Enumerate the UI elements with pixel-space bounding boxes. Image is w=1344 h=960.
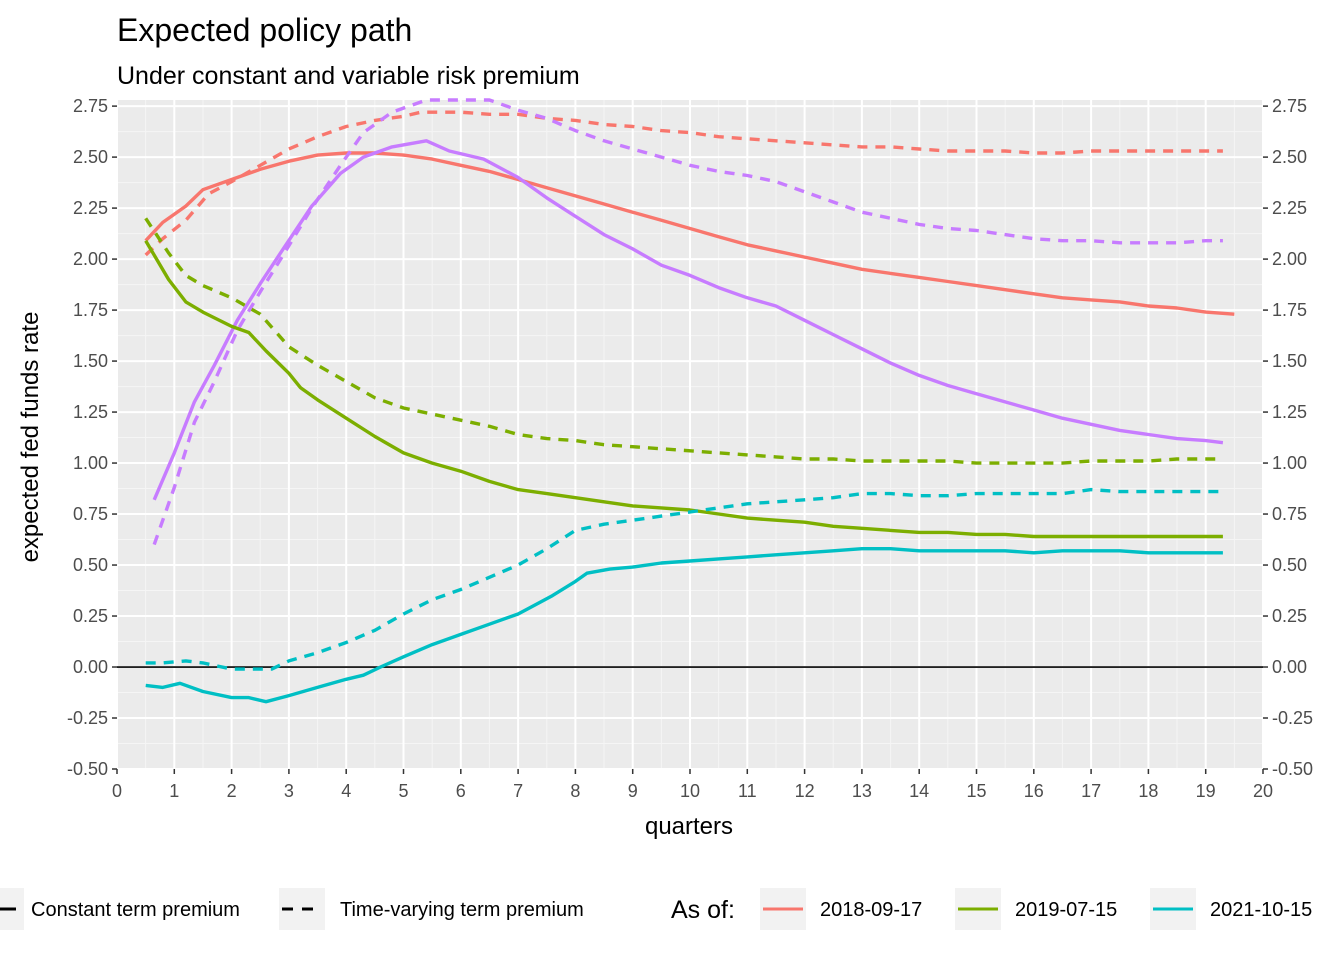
x-tick-label: 10 — [680, 781, 700, 801]
y-tick-label-right: -0.50 — [1272, 759, 1313, 779]
x-tick-label: 1 — [169, 781, 179, 801]
y-tick-label: 1.00 — [73, 453, 108, 473]
x-axis-label: quarters — [645, 813, 733, 840]
legend: Constant term premium Time-varying term … — [0, 888, 1312, 930]
y-tick-label-right: 1.75 — [1272, 300, 1307, 320]
x-tick-label: 11 — [738, 781, 757, 801]
y-tick-label: 1.50 — [73, 351, 108, 371]
series-line-1-constant — [144, 151, 1235, 316]
y-axis-left: -0.50 -0.25 0.00 0.25 0.50 0.75 1.00 1.25 1.50 1.… — [67, 96, 117, 779]
x-tick-label: 20 — [1253, 781, 1273, 801]
y-tick-label: 2.50 — [73, 147, 108, 167]
y-tick-label-right: 0.00 — [1272, 657, 1307, 677]
series-line-8-time-varying — [145, 487, 1223, 671]
legend-title-as-of: As of: — [671, 896, 735, 924]
y-tick-label-right: 1.25 — [1272, 402, 1307, 422]
y-tick-label-right: 2.50 — [1272, 147, 1307, 167]
x-tick-label: 16 — [1024, 781, 1044, 801]
series-line-4-time-varying — [152, 98, 1223, 546]
legend-label-time-varying: Time-varying term premium — [340, 899, 584, 921]
x-tick-label: 5 — [398, 781, 408, 801]
series-layer — [144, 98, 1235, 704]
y-tick-label: 0.50 — [73, 555, 108, 575]
chart-title: Expected policy path — [117, 12, 412, 48]
y-tick-label: -0.50 — [67, 759, 108, 779]
series-line-6-time-varying — [144, 217, 1223, 465]
y-tick-label: 1.75 — [73, 300, 108, 320]
x-tick-label: 3 — [284, 781, 294, 801]
x-tick-label: 7 — [513, 781, 523, 801]
series-line-7-constant — [145, 547, 1223, 704]
y-tick-label-right: -0.25 — [1272, 708, 1313, 728]
y-tick-label-right: 0.75 — [1272, 504, 1307, 524]
x-tick-label: 8 — [570, 781, 580, 801]
major-gridlines — [116, 100, 1264, 770]
legend-label-2021: 2021-10-15 — [1210, 899, 1312, 921]
x-tick-label: 19 — [1196, 781, 1216, 801]
legend-label-constant: Constant term premium — [31, 899, 240, 921]
x-tick-label: 4 — [341, 781, 351, 801]
y-tick-label-right: 2.75 — [1272, 96, 1307, 116]
chart-subtitle: Under constant and variable risk premium — [117, 62, 580, 90]
x-tick-label: 18 — [1138, 781, 1158, 801]
y-axis-right: -0.50 -0.25 0.00 0.25 0.50 0.75 1.00 1.25 1.50 1.… — [1263, 96, 1313, 779]
y-tick-label-right: 1.00 — [1272, 453, 1307, 473]
legend-label-2018: 2018-09-17 — [820, 899, 922, 921]
x-tick-label: 12 — [795, 781, 815, 801]
y-tick-label: 2.25 — [73, 198, 108, 218]
y-tick-label: 1.25 — [73, 402, 108, 422]
y-tick-label-right: 0.25 — [1272, 606, 1307, 626]
y-tick-label: 0.25 — [73, 606, 108, 626]
y-tick-label: 2.75 — [73, 96, 108, 116]
y-tick-label-right: 1.50 — [1272, 351, 1307, 371]
x-tick-label: 17 — [1081, 781, 1101, 801]
x-tick-label: 6 — [456, 781, 466, 801]
x-tick-label: 15 — [966, 781, 986, 801]
y-tick-label: 0.75 — [73, 504, 108, 524]
x-tick-label: 9 — [628, 781, 638, 801]
y-tick-label: 0.00 — [73, 657, 108, 677]
y-tick-label-right: 0.50 — [1272, 555, 1307, 575]
legend-label-2019: 2019-07-15 — [1015, 899, 1117, 921]
y-axis-label: expected fed funds rate — [17, 312, 44, 563]
x-tick-label: 2 — [227, 781, 237, 801]
x-axis: 0 1 2 3 4 5 6 7 8 9 10 11 12 13 14 15 16 17 18 19 20 — [112, 769, 1273, 801]
x-tick-label: 14 — [909, 781, 929, 801]
series-line-3-constant — [152, 139, 1224, 501]
series-line-5-constant — [144, 239, 1223, 539]
x-tick-label: 13 — [852, 781, 872, 801]
y-tick-label-right: 2.00 — [1272, 249, 1307, 269]
y-tick-label: 2.00 — [73, 249, 108, 269]
y-tick-label-right: 2.25 — [1272, 198, 1307, 218]
y-tick-label: -0.25 — [67, 708, 108, 728]
x-tick-label: 0 — [112, 781, 122, 801]
